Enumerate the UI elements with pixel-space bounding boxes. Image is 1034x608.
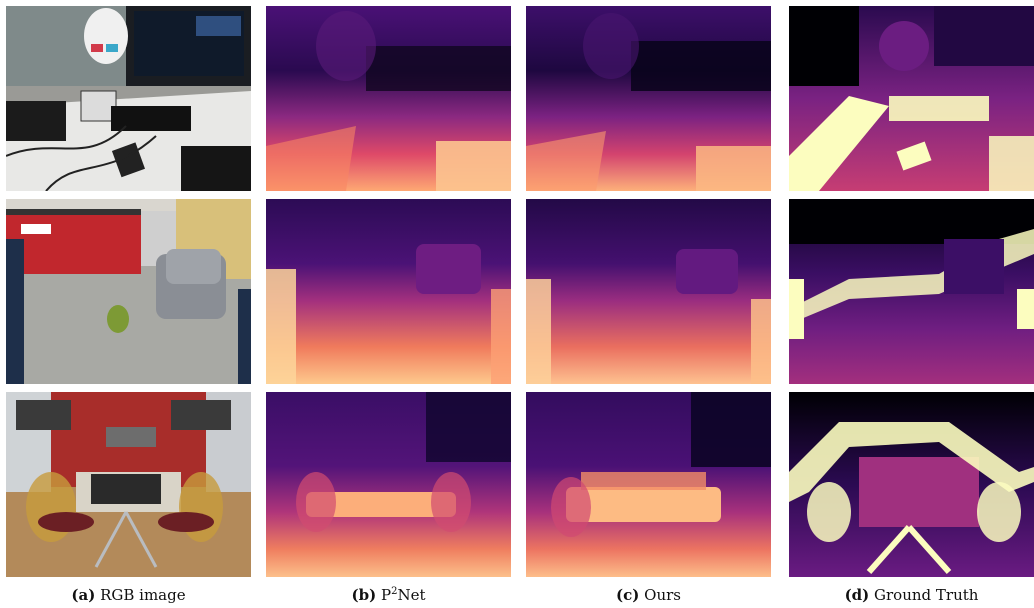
ours-depth-row3 [526,392,771,577]
depth-map [789,6,1034,191]
rgb-image-row2 [6,199,251,384]
depth-map [526,199,771,384]
p2net-depth-row2 [266,199,511,384]
depth-map [266,6,511,191]
caption-text-prefix: P [380,586,392,604]
depth-map [789,392,1034,577]
ground-truth-depth-row1 [789,6,1034,191]
depth-map [526,6,771,191]
caption-label: (d) [844,586,870,604]
office-photo [6,6,251,191]
depth-map [266,392,511,577]
rgb-image-row1 [6,6,251,191]
rgb-image-row3 [6,392,251,577]
p2net-depth-row1 [266,6,511,191]
caption-text-suffix: Net [397,586,426,604]
caption-text: RGB image [100,586,186,604]
caption-p2net: (b) P2Net [266,586,511,604]
caption-text-sup: 2 [391,586,398,597]
caption-label: (c) [616,586,640,604]
ours-depth-row2 [526,199,771,384]
ours-depth-row1 [526,6,771,191]
caption-label: (a) [71,586,96,604]
ground-truth-depth-row3 [789,392,1034,577]
chess-room-photo [6,392,251,577]
kitchen-photo [6,199,251,384]
caption-ground-truth: (d) Ground Truth [789,586,1034,604]
depth-map [789,199,1034,384]
depth-map [266,199,511,384]
depth-map [526,392,771,577]
ground-truth-depth-row2 [789,199,1034,384]
caption-text: Ground Truth [874,586,979,604]
p2net-depth-row3 [266,392,511,577]
caption-label: (b) [351,586,377,604]
caption-text: Ours [644,586,681,604]
caption-rgb-image: (a) RGB image [6,586,251,604]
figure-grid [6,6,1034,578]
caption-ours: (c) Ours [526,586,771,604]
